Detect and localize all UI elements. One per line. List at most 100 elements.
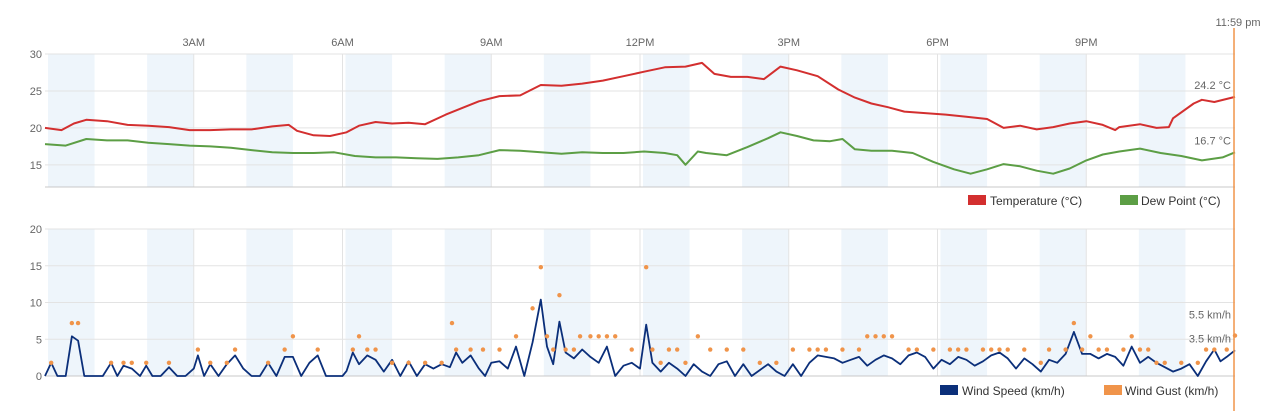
wind-gust-point <box>604 334 610 339</box>
wind-gust-point <box>1088 334 1093 339</box>
wind-gust-point <box>889 334 895 339</box>
time-axis-label: 9PM <box>1075 37 1098 49</box>
legend-item-wind-gust[interactable]: Wind Gust (km/h) <box>1104 384 1218 398</box>
wind-gust-point <box>468 347 473 352</box>
wind-gust-point <box>1162 360 1167 365</box>
wind-gust-point <box>315 347 320 352</box>
wind-gust-point <box>480 347 486 352</box>
wind-gust-point <box>373 347 378 352</box>
wind-gust-point <box>108 360 114 365</box>
gridlines <box>45 228 1235 377</box>
y-tick-label: 15 <box>30 160 42 172</box>
wind-gust-point <box>282 347 287 352</box>
hour-shade-band <box>841 54 888 187</box>
y-axis-ticks: 15 20 25 30 <box>30 49 42 172</box>
wind-gust-point <box>1224 347 1229 352</box>
wind-gust-point <box>947 347 953 352</box>
temperature-current-label: 24.2 °C <box>1194 80 1231 92</box>
wind-gust-point <box>1203 347 1209 352</box>
wind-gust-point <box>1046 347 1052 352</box>
y-tick-label: 20 <box>30 224 42 236</box>
wind-gust-point <box>906 347 911 352</box>
wind-gust-point <box>1005 347 1010 352</box>
wind-gust-point <box>1154 360 1159 365</box>
y-tick-label: 30 <box>30 49 42 61</box>
time-axis-label: 6PM <box>926 37 949 49</box>
legend-item-dewpoint[interactable]: Dew Point (°C) <box>1120 194 1220 208</box>
dewpoint-swatch <box>1120 195 1138 205</box>
temperature-line <box>44 61 1236 137</box>
wind-gust-point <box>389 360 395 365</box>
legend-label-wind-speed: Wind Speed (km/h) <box>962 384 1065 398</box>
wind-gust-point <box>1071 320 1077 326</box>
wind-gust-point <box>980 347 986 352</box>
wind-gust-point <box>613 334 618 339</box>
hour-shade-band <box>1138 54 1186 187</box>
wind-gust-point <box>757 360 763 365</box>
wind-gust-point <box>449 320 455 326</box>
y-axis-ticks: 0 5 10 15 20 <box>30 224 42 383</box>
wind-gust-point <box>365 347 370 352</box>
wind-gust-point <box>453 347 459 352</box>
wind-gust-point <box>1146 347 1151 352</box>
wind-gust-point <box>840 347 845 352</box>
wind-gust-point <box>695 334 701 339</box>
legend-item-wind-speed[interactable]: Wind Speed (km/h) <box>940 384 1065 398</box>
wind-gust-point <box>350 347 356 352</box>
wind-gust-point <box>708 347 713 352</box>
legend-item-temperature[interactable]: Temperature (°C) <box>968 194 1082 208</box>
wind-gust-point <box>290 334 296 339</box>
wind-gust-point <box>166 360 172 365</box>
wind-gust-point <box>1096 347 1101 352</box>
wind-gust-point <box>865 334 870 339</box>
wind-gust-point <box>807 347 812 352</box>
wind-gust-point <box>1038 360 1043 365</box>
dewpoint-line <box>44 131 1236 175</box>
wind-gust-point <box>1212 347 1217 352</box>
wind-gust-point <box>422 360 428 365</box>
time-axis-label: 3PM <box>777 37 800 49</box>
wind-gust-point <box>356 334 362 339</box>
wind-gust-point <box>439 360 444 365</box>
wind-gust-point <box>741 347 746 352</box>
wind-gust-point <box>629 347 634 352</box>
time-axis: 3AM 6AM 9AM 12PM 3PM 6PM 9PM <box>182 37 1097 49</box>
wind-gust-current-label: 5.5 km/h <box>1189 310 1231 322</box>
legend-label-wind-gust: Wind Gust (km/h) <box>1125 384 1218 398</box>
wind-gust-point <box>530 306 535 311</box>
wind-gust-swatch <box>1104 385 1122 395</box>
time-axis-label: 12PM <box>626 37 655 49</box>
wind-gust-point <box>406 360 411 365</box>
hour-shade-band <box>147 54 194 187</box>
hour-shade-band <box>643 54 690 187</box>
wind-gust-point <box>1121 347 1126 352</box>
series-lines <box>44 61 1236 175</box>
wind-speed-swatch <box>940 385 958 395</box>
wind-gust-point <box>557 292 562 298</box>
wind-gust-point <box>964 347 969 352</box>
wind-gust-point <box>1195 360 1201 365</box>
wind-gust-point <box>997 347 1002 352</box>
hour-shade-band <box>543 54 591 187</box>
wind-gust-point <box>563 347 568 352</box>
temperature-dewpoint-chart: 15 20 25 30 24.2 °C 16.7 °C <box>30 49 1236 188</box>
hour-shade-band <box>742 54 789 187</box>
wind-gust-point <box>1129 334 1134 339</box>
wind-gust-point <box>643 265 649 270</box>
wind-gust-point <box>1137 347 1143 352</box>
hour-shading <box>48 54 1186 187</box>
legend-wind: Wind Speed (km/h) Wind Gust (km/h) <box>940 384 1218 398</box>
wind-gust-point <box>195 347 201 352</box>
hour-shade-band <box>246 54 293 187</box>
wind-gust-point <box>914 347 920 352</box>
wind-gust-point <box>588 334 593 339</box>
wind-gust-point <box>577 334 583 339</box>
wind-gust-point <box>989 347 994 352</box>
wind-gust-point <box>955 347 961 352</box>
wind-gust-point <box>666 347 672 352</box>
wind-gust-point <box>674 347 680 352</box>
wind-gust-point <box>823 347 829 352</box>
y-tick-label: 20 <box>30 123 42 135</box>
wind-gust-point <box>1179 360 1184 365</box>
